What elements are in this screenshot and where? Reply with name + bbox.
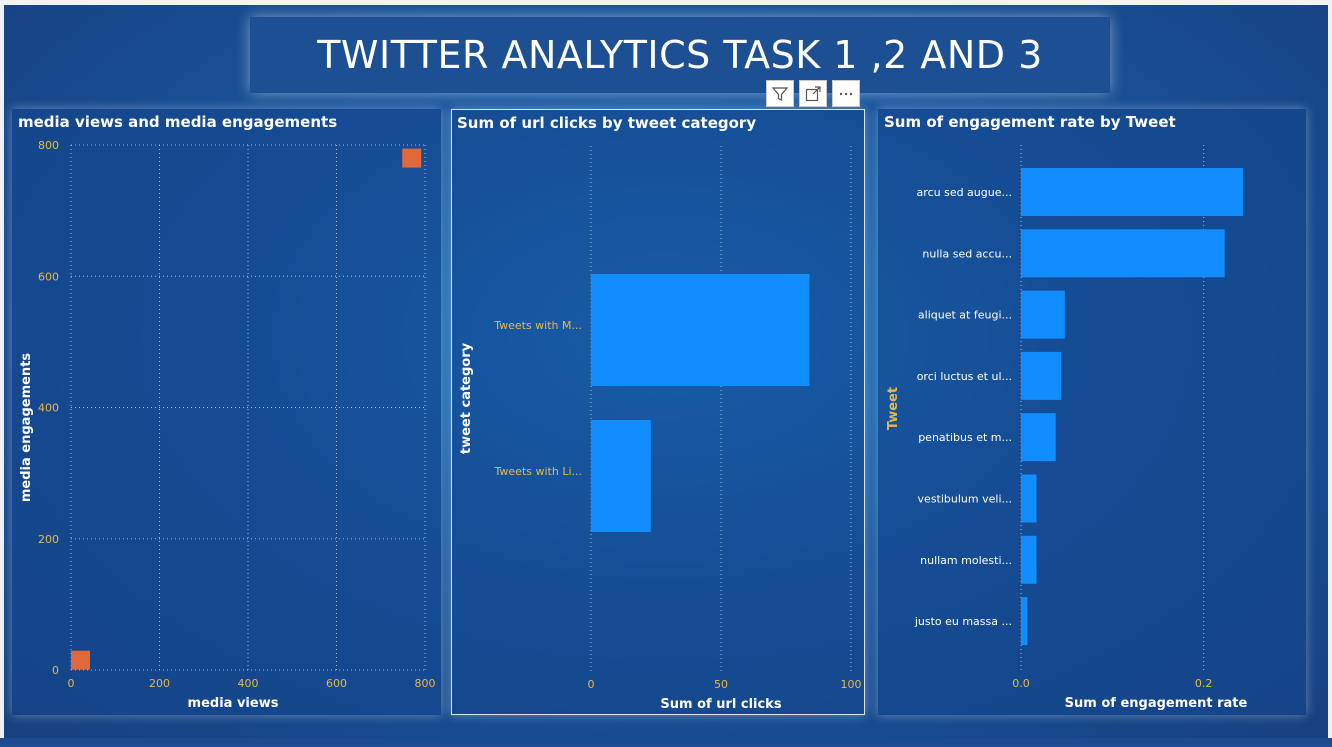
bar[interactable] bbox=[591, 274, 810, 386]
category-label: arcu sed augue... bbox=[917, 186, 1012, 199]
y-tick-label: 400 bbox=[38, 402, 59, 415]
bar[interactable] bbox=[1021, 535, 1037, 584]
category-label: aliquet at feugi... bbox=[918, 309, 1012, 322]
y-axis-title: tweet category bbox=[459, 342, 474, 454]
category-label: Tweets with M... bbox=[493, 319, 582, 332]
x-tick-label: 0 bbox=[68, 677, 75, 690]
bar[interactable] bbox=[1021, 351, 1062, 400]
category-label: vestibulum veli... bbox=[918, 493, 1012, 506]
report-title: TWITTER ANALYTICS TASK 1 ,2 AND 3 bbox=[317, 33, 1043, 77]
category-label: Tweets with Li... bbox=[494, 465, 582, 478]
x-tick-label: 0.0 bbox=[1012, 677, 1030, 690]
x-tick-label: 800 bbox=[415, 677, 436, 690]
bar[interactable] bbox=[1021, 290, 1065, 339]
x-tick-label: 0.2 bbox=[1195, 677, 1213, 690]
scatter-point[interactable] bbox=[402, 148, 422, 168]
top-strip bbox=[0, 0, 1332, 5]
y-tick-label: 800 bbox=[38, 139, 59, 152]
bar[interactable] bbox=[591, 420, 651, 532]
x-tick-label: 400 bbox=[238, 677, 259, 690]
category-label: justo eu massa ... bbox=[914, 615, 1012, 628]
scatter-point[interactable] bbox=[71, 650, 90, 670]
left-edge bbox=[0, 0, 4, 747]
y-axis-title: Tweet bbox=[886, 387, 901, 430]
engagement-chart-title: Sum of engagement rate by Tweet bbox=[884, 113, 1176, 131]
focus-mode-icon bbox=[805, 85, 821, 101]
bar[interactable] bbox=[1021, 413, 1056, 462]
bottom-band bbox=[0, 738, 1332, 747]
y-tick-label: 600 bbox=[38, 270, 59, 283]
scatter-chart: 0 200 400 600 800 0 200 400 600 800 media views med… bbox=[19, 139, 436, 711]
x-axis-title: media views bbox=[188, 696, 279, 711]
more-options-icon bbox=[839, 92, 853, 95]
scatter-chart-title: media views and media engagements bbox=[18, 113, 338, 131]
url-clicks-visual[interactable]: Sum of url clicks by tweet category 0 50 1… bbox=[451, 109, 865, 715]
visual-header-toolbar bbox=[766, 80, 860, 107]
bar[interactable] bbox=[1021, 168, 1243, 216]
report-title-box: TWITTER ANALYTICS TASK 1 ,2 AND 3 bbox=[250, 17, 1110, 93]
category-label: nulla sed accu... bbox=[922, 247, 1012, 260]
url-clicks-chart: 0 50 100 Tweets with M... Tweets with Li... S… bbox=[459, 146, 862, 712]
x-tick-label: 50 bbox=[714, 678, 728, 691]
y-tick-label: 0 bbox=[52, 664, 59, 677]
category-label: penatibus et m... bbox=[918, 431, 1012, 444]
filter-icon bbox=[771, 86, 789, 101]
engagement-rate-visual[interactable]: Sum of engagement rate by Tweet 0.0 0.2 ar… bbox=[878, 109, 1306, 715]
scatter-visual[interactable]: media views and media engagements 0 200 40… bbox=[12, 109, 441, 715]
focus-mode-button[interactable] bbox=[799, 80, 827, 107]
url-clicks-chart-title: Sum of url clicks by tweet category bbox=[457, 114, 757, 132]
x-tick-label: 600 bbox=[326, 677, 347, 690]
right-edge bbox=[1328, 0, 1332, 747]
x-axis-title: Sum of url clicks bbox=[660, 697, 781, 712]
category-label: nullam molesti... bbox=[920, 554, 1012, 567]
more-options-button[interactable] bbox=[832, 80, 860, 107]
x-axis-title: Sum of engagement rate bbox=[1065, 696, 1248, 711]
x-tick-label: 0 bbox=[588, 678, 595, 691]
bar[interactable] bbox=[1021, 474, 1037, 523]
bar[interactable] bbox=[1021, 229, 1225, 278]
filter-button[interactable] bbox=[766, 80, 794, 107]
y-axis-title: media engagements bbox=[19, 353, 34, 503]
x-tick-label: 100 bbox=[841, 678, 862, 691]
engagement-rate-chart: 0.0 0.2 arcu sed augue... nulla sed accu...… bbox=[886, 145, 1248, 711]
x-tick-label: 200 bbox=[149, 677, 170, 690]
y-tick-label: 200 bbox=[38, 533, 59, 546]
bar[interactable] bbox=[1021, 597, 1028, 646]
category-label: orci luctus et ul... bbox=[917, 370, 1012, 383]
